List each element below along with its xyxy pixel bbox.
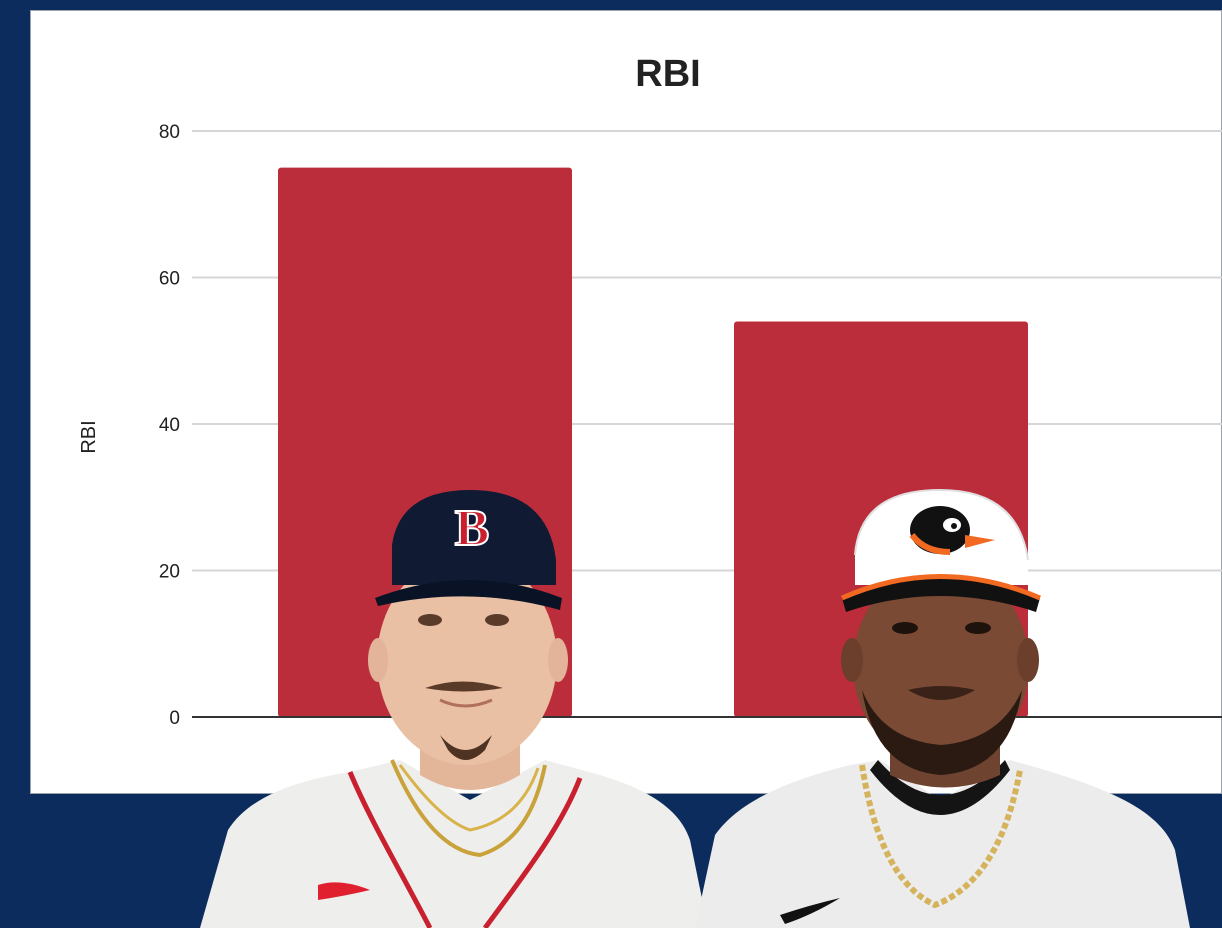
y-axis-ticks: 0 20 40 60 80: [159, 122, 180, 729]
chart-title: RBI: [635, 53, 700, 95]
bar-2: [734, 321, 1028, 717]
bars: [278, 167, 1028, 717]
y-tick-label: 40: [159, 415, 180, 436]
y-tick-label: 20: [159, 562, 180, 583]
y-tick-label: 60: [159, 269, 180, 290]
y-tick-label: 80: [159, 122, 180, 143]
bar-1: [278, 167, 572, 717]
y-axis-title: RBI: [78, 420, 100, 453]
y-tick-label: 0: [169, 708, 180, 729]
